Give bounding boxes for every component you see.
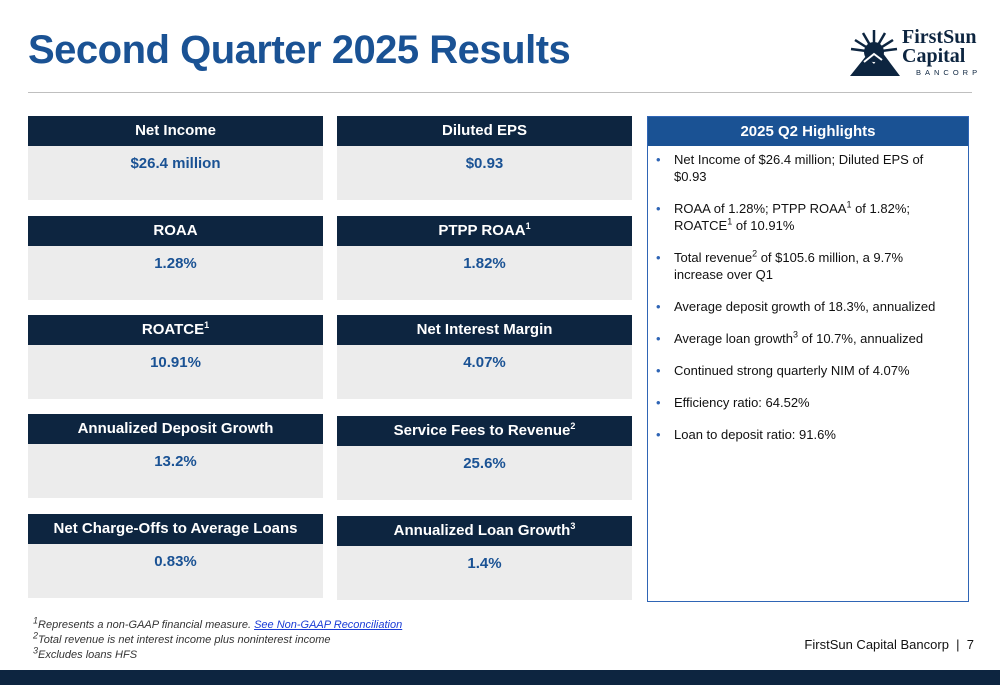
footer-bar — [0, 670, 1000, 685]
metric-value: 1.4% — [467, 555, 502, 572]
footnote-3: 3Excludes loans HFS — [33, 645, 138, 661]
highlight-item: • Loan to deposit ratio: 91.6% — [656, 427, 836, 442]
metric-label: Net Interest Margin — [337, 315, 632, 345]
bullet-icon: • — [656, 299, 661, 314]
metric-label: Annualized Deposit Growth — [28, 414, 323, 444]
highlight-item: • Average loan growth3 of 10.7%, annualiz… — [656, 329, 924, 346]
page-title: Second Quarter 2025 Results — [28, 28, 571, 72]
metric-card-service-fees: Service Fees to Revenue2 25.6% — [337, 416, 632, 500]
footnote-1: 1Represents a non-GAAP financial measure… — [33, 615, 403, 631]
logo-subtitle: BANCORP — [916, 68, 982, 77]
metric-card-roaa: ROAA 1.28% — [28, 216, 323, 300]
highlight-item: • Efficiency ratio: 64.52% — [656, 395, 810, 410]
highlight-item: • Total revenue2 of $105.6 million, a 9.7… — [656, 248, 904, 282]
highlight-item: • ROAA of 1.28%; PTPP ROAA1 of 1.82%; ROA… — [656, 199, 911, 233]
highlight-item: • Continued strong quarterly NIM of 4.07% — [656, 363, 910, 378]
metric-value: 25.6% — [463, 455, 506, 472]
title-divider — [28, 92, 972, 93]
highlight-item: • Net Income of $26.4 million; Diluted EP… — [656, 152, 924, 184]
company-logo: FirstSun Capital BANCORP — [846, 26, 977, 82]
logo-wordmark: FirstSun Capital — [902, 26, 977, 67]
metric-value: 4.07% — [463, 354, 506, 371]
metric-value: 1.28% — [154, 255, 197, 272]
bullet-icon: • — [656, 427, 661, 442]
metric-value: $26.4 million — [130, 155, 221, 172]
metric-card-ptpp-roaa: PTPP ROAA1 1.82% — [337, 216, 632, 300]
metric-value: 1.82% — [463, 255, 506, 272]
non-gaap-reconciliation-link[interactable]: See Non-GAAP Reconciliation — [254, 619, 403, 631]
highlights-list: • Net Income of $26.4 million; Diluted EP… — [648, 146, 968, 443]
metric-card-diluted-eps: Diluted EPS $0.93 — [337, 116, 632, 200]
metric-label: Diluted EPS — [337, 116, 632, 146]
metric-value: 10.91% — [150, 354, 201, 371]
metric-label: Net Charge-Offs to Average Loans — [28, 514, 323, 544]
metric-card-net-charge-offs: Net Charge-Offs to Average Loans 0.83% — [28, 514, 323, 598]
metric-card-net-income: Net Income $26.4 million — [28, 116, 323, 200]
metric-card-net-interest-margin: Net Interest Margin 4.07% — [337, 315, 632, 399]
metric-value: 13.2% — [154, 453, 197, 470]
metric-label: ROAA — [28, 216, 323, 246]
metric-label: Annualized Loan Growth3 — [337, 516, 632, 546]
footer-page-label: FirstSun Capital Bancorp | 7 — [804, 637, 974, 652]
highlights-title: 2025 Q2 Highlights — [648, 117, 968, 146]
footnotes: 1Represents a non-GAAP financial measure… — [33, 615, 403, 663]
sun-mountain-icon — [850, 30, 900, 76]
metric-value: 0.83% — [154, 553, 197, 570]
metric-label: Service Fees to Revenue2 — [337, 416, 632, 446]
bullet-icon: • — [656, 363, 661, 378]
bullet-icon: • — [656, 201, 661, 216]
metric-label: PTPP ROAA1 — [337, 216, 632, 246]
footnote-2: 2Total revenue is net interest income pl… — [33, 630, 331, 646]
metric-card-deposit-growth: Annualized Deposit Growth 13.2% — [28, 414, 323, 498]
highlights-panel: 2025 Q2 Highlights • Net Income of $26.4 … — [647, 116, 969, 602]
metric-label: ROATCE1 — [28, 315, 323, 345]
metric-label: Net Income — [28, 116, 323, 146]
metric-card-roatce: ROATCE1 10.91% — [28, 315, 323, 399]
metric-card-loan-growth: Annualized Loan Growth3 1.4% — [337, 516, 632, 600]
bullet-icon: • — [656, 395, 661, 410]
highlight-item: • Average deposit growth of 18.3%, annual… — [656, 299, 936, 314]
bullet-icon: • — [656, 250, 661, 265]
bullet-icon: • — [656, 152, 661, 167]
metric-value: $0.93 — [465, 155, 504, 172]
bullet-icon: • — [656, 331, 661, 346]
